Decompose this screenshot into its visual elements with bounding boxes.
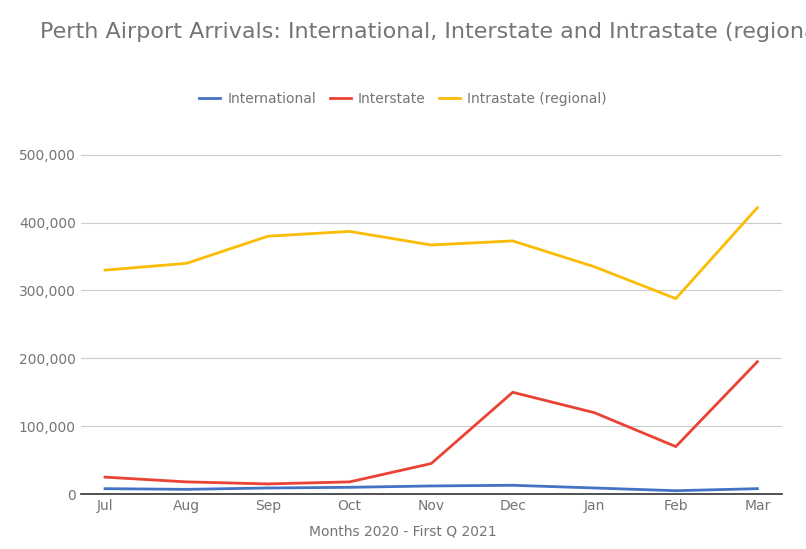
- International: [671, 488, 680, 494]
- Intrastate (regional): [345, 228, 355, 235]
- Interstate: [182, 479, 192, 485]
- International: [753, 485, 762, 492]
- Interstate: [426, 460, 436, 467]
- Line: Intrastate (regional): Intrastate (regional): [105, 208, 758, 299]
- Text: Months 2020 - First Q 2021: Months 2020 - First Q 2021: [310, 524, 496, 538]
- International: [264, 485, 273, 491]
- Interstate: [508, 389, 517, 396]
- International: [182, 486, 192, 492]
- Intrastate (regional): [671, 295, 680, 302]
- Intrastate (regional): [426, 242, 436, 248]
- Interstate: [264, 480, 273, 487]
- Line: Interstate: Interstate: [105, 362, 758, 484]
- Interstate: [753, 358, 762, 365]
- Intrastate (regional): [589, 264, 599, 270]
- International: [508, 482, 517, 489]
- International: [589, 485, 599, 491]
- Intrastate (regional): [264, 233, 273, 239]
- Line: International: International: [105, 485, 758, 491]
- Intrastate (regional): [182, 260, 192, 267]
- Text: Perth Airport Arrivals: International, Interstate and Intrastate (regional): Perth Airport Arrivals: International, I…: [40, 22, 806, 42]
- Intrastate (regional): [753, 204, 762, 211]
- International: [426, 483, 436, 489]
- Interstate: [100, 474, 110, 480]
- International: [100, 485, 110, 492]
- Intrastate (regional): [508, 238, 517, 244]
- Legend: International, Interstate, Intrastate (regional): International, Interstate, Intrastate (r…: [193, 87, 613, 111]
- Interstate: [671, 443, 680, 450]
- International: [345, 484, 355, 491]
- Interstate: [345, 479, 355, 485]
- Interstate: [589, 410, 599, 416]
- Intrastate (regional): [100, 267, 110, 273]
